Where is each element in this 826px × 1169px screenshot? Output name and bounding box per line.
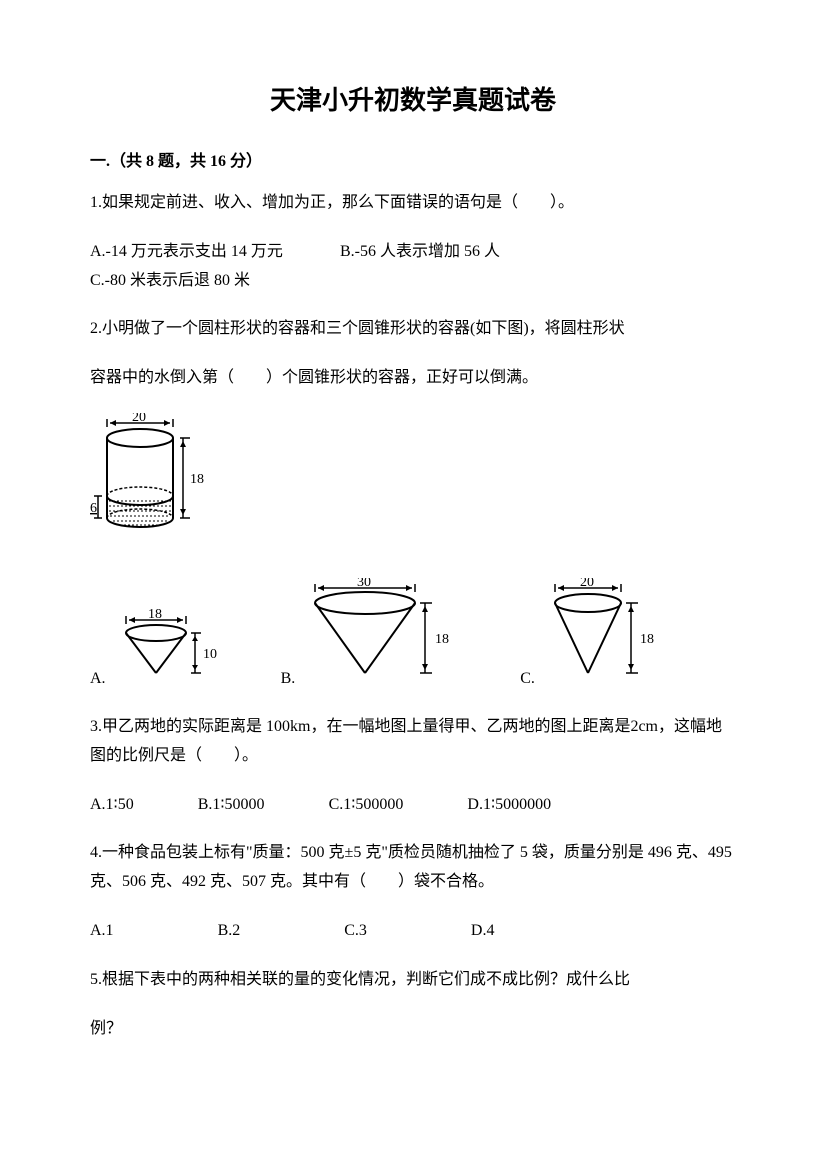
q1-opt-b: B.-56 人表示增加 56 人: [340, 238, 590, 267]
cone-a: A. 18: [90, 608, 231, 688]
cone-a-label: A.: [90, 670, 106, 688]
cone-c: C. 20: [520, 578, 670, 688]
q3-opt-b: B.1∶50000: [198, 791, 265, 820]
q4-opt-b: B.2: [218, 917, 241, 946]
q1-text: 1.如果规定前进、收入、增加为正，那么下面错误的语句是（ ）。: [90, 189, 736, 218]
q5-line1: 5.根据下表中的两种相关联的量的变化情况，判断它们成不成比例？成什么比: [90, 966, 736, 995]
q5-line2: 例？: [90, 1015, 736, 1044]
q2-line1: 2.小明做了一个圆柱形状的容器和三个圆锥形状的容器(如下图)，将圆柱形状: [90, 315, 736, 344]
cone-a-h: 10: [203, 647, 217, 662]
cone-c-d: 20: [580, 578, 594, 590]
cone-c-label: C.: [520, 670, 535, 688]
cyl-height-label: 18: [190, 472, 204, 487]
q3-opt-d: D.1∶5000000: [467, 791, 551, 820]
q1-opt-a: A.-14 万元表示支出 14 万元: [90, 238, 340, 267]
q1-opt-c: C.-80 米表示后退 80 米: [90, 267, 250, 296]
q4-opt-d: D.4: [471, 917, 495, 946]
cone-b-h: 18: [435, 632, 449, 647]
q1-options: A.-14 万元表示支出 14 万元 B.-56 人表示增加 56 人 C.-8…: [90, 238, 736, 296]
q4-text: 4.一种食品包装上标有"质量：500 克±5 克"质检员随机抽检了 5 袋，质量…: [90, 839, 736, 897]
cyl-water-label: 6: [90, 501, 97, 516]
cone-b-d: 30: [357, 578, 371, 590]
q3-options: A.1∶50 B.1∶50000 C.1∶500000 D.1∶5000000: [90, 791, 736, 820]
q3-text: 3.甲乙两地的实际距离是 100km，在一幅地图上量得甲、乙两地的图上距离是2c…: [90, 713, 736, 771]
q2-line2: 容器中的水倒入第（ ）个圆锥形状的容器，正好可以倒满。: [90, 364, 736, 393]
q4-opt-c: C.3: [344, 917, 367, 946]
q3-opt-a: A.1∶50: [90, 791, 134, 820]
section-header: 一.（共 8 题，共 16 分）: [90, 147, 736, 171]
q3-opt-c: C.1∶500000: [329, 791, 404, 820]
cone-c-h: 18: [640, 632, 654, 647]
cylinder-figure: 20 18 6: [90, 413, 736, 548]
cone-b: B. 30: [281, 578, 471, 688]
page-title: 天津小升初数学真题试卷: [90, 80, 736, 117]
q4-opt-a: A.1: [90, 917, 114, 946]
q4-options: A.1 B.2 C.3 D.4: [90, 917, 736, 946]
cone-a-d: 18: [148, 608, 162, 622]
cyl-diameter-label: 20: [132, 413, 146, 425]
cone-b-label: B.: [281, 670, 296, 688]
